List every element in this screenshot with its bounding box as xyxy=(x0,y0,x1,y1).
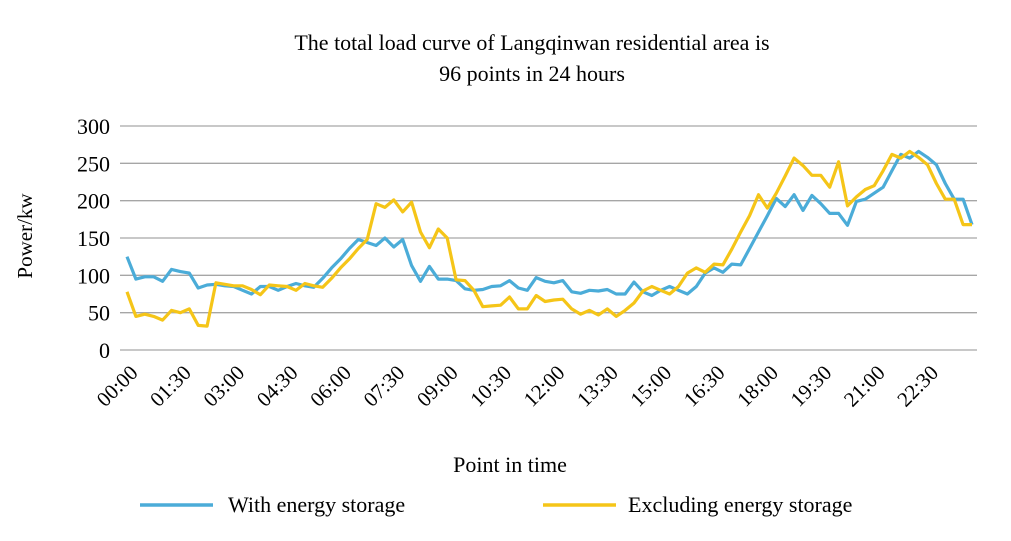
x-tick-label-0000: 00:00 xyxy=(92,361,143,412)
x-tick-label-1030: 10:30 xyxy=(465,361,516,412)
y-tick-label-150: 150 xyxy=(77,226,110,251)
x-tick-labels: 00:00 01:30 03:00 04:30 06:00 07:30 09:00 10:30… xyxy=(92,361,943,412)
x-tick-label-2100: 21:00 xyxy=(839,361,890,412)
chart-title-line-2: 96 points in 24 hours xyxy=(439,61,625,86)
y-tick-label-250: 250 xyxy=(77,151,110,176)
y-tick-labels: 0 50 100 150 200 250 300 xyxy=(77,114,110,363)
x-tick-label-1200: 12:00 xyxy=(519,361,570,412)
x-tick-label-1630: 16:30 xyxy=(679,361,730,412)
series-line-with-energy-storage xyxy=(125,149,974,298)
x-tick-label-1330: 13:30 xyxy=(572,361,623,412)
series-lines xyxy=(125,149,974,328)
legend-label-excluding-energy-storage: Excluding energy storage xyxy=(628,492,852,517)
legend-label-with-energy-storage: With energy storage xyxy=(228,492,405,517)
series-line-excluding-energy-storage xyxy=(125,149,972,328)
y-tick-label-200: 200 xyxy=(77,189,110,214)
y-tick-label-100: 100 xyxy=(77,263,110,288)
x-tick-label-0600: 06:00 xyxy=(305,361,356,412)
x-tick-label-1930: 19:30 xyxy=(786,361,837,412)
x-tick-label-1500: 15:00 xyxy=(625,361,676,412)
gridlines xyxy=(120,125,977,351)
y-tick-label-50: 50 xyxy=(88,301,110,326)
x-tick-label-0900: 09:00 xyxy=(412,361,463,412)
x-tick-label-0730: 07:30 xyxy=(359,361,410,412)
y-tick-label-0: 0 xyxy=(99,338,110,363)
y-axis-label: Power/kw xyxy=(13,193,37,279)
x-tick-label-2230: 22:30 xyxy=(892,361,943,412)
x-axis-label: Point in time xyxy=(453,452,567,477)
x-tick-label-1800: 18:00 xyxy=(732,361,783,412)
y-tick-label-300: 300 xyxy=(77,114,110,139)
chart-title-line-1: The total load curve of Langqinwan resid… xyxy=(294,30,769,55)
legend: With energy storage Excluding energy stor… xyxy=(140,492,852,517)
x-tick-label-0430: 04:30 xyxy=(252,361,303,412)
x-tick-label-0300: 03:00 xyxy=(198,361,249,412)
x-tick-label-0130: 01:30 xyxy=(145,361,196,412)
